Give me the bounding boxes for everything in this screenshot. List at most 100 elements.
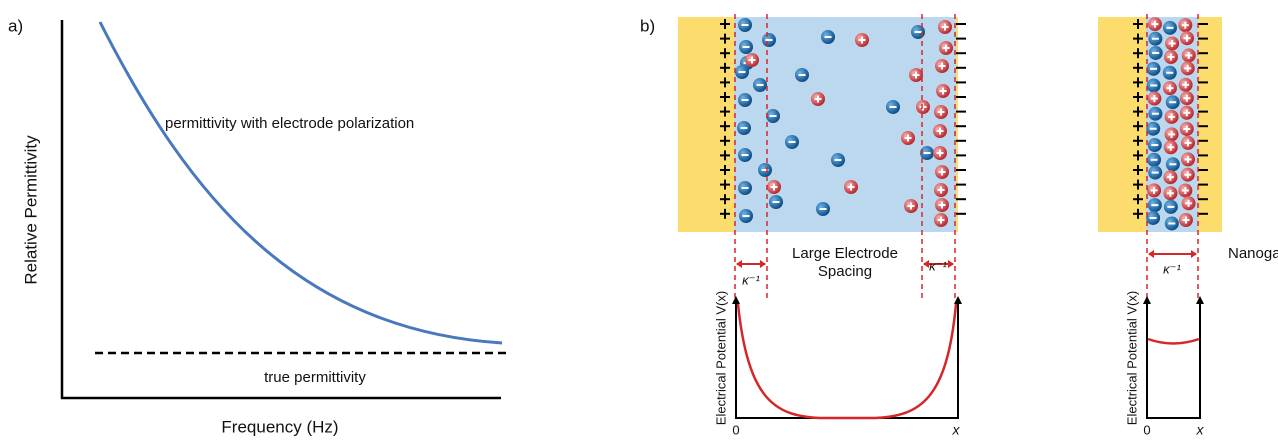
cation [1181,196,1196,211]
cation [1178,212,1193,227]
anion [758,163,772,177]
nanogap-label: Nanogap [1228,245,1278,262]
cation [1147,91,1162,106]
y-axis-label: Relative Permittivity [21,135,40,285]
cation [939,41,953,55]
cation [1181,48,1196,63]
anion [1147,138,1162,153]
cation [1165,36,1180,51]
cation [1163,186,1178,201]
anion [762,33,776,47]
cation [934,105,948,119]
origin-label: 0 [1143,422,1150,437]
panel-label: a) [8,16,23,35]
cation [916,100,930,114]
anion [1165,95,1180,110]
debye-label: κ⁻¹ [742,272,760,287]
cation [1147,17,1162,32]
anion [1147,152,1162,167]
anion [1163,199,1178,214]
anion [739,40,753,54]
cation [1179,121,1194,136]
cation [1178,183,1193,198]
debye-label: κ⁻¹ [929,258,947,273]
cation [1178,18,1193,33]
cation [935,59,949,73]
x-axis-label: Frequency (Hz) [221,417,338,436]
origin-label: 0 [732,422,739,437]
curve-label: permittivity with electrode polarization [165,115,414,132]
panel-label: b) [640,16,655,35]
anion [1146,210,1161,225]
anion [1162,20,1177,35]
anion [1148,106,1163,121]
anion [886,100,900,114]
cation [1147,183,1162,198]
cation [1164,127,1179,142]
anion [737,121,751,135]
permittivity-curve [98,21,503,345]
cation [935,165,949,179]
spacing-label: Spacing [818,263,872,280]
anion [1146,121,1161,136]
x-label: x [952,422,961,437]
cation [933,146,947,160]
cation [811,92,825,106]
anion [766,109,780,123]
debye-label: κ⁻¹ [1163,261,1181,276]
anion [1162,65,1177,80]
anion [1148,45,1163,60]
anion [1147,198,1162,213]
cation [1179,31,1194,46]
anion [785,135,799,149]
anion [738,181,752,195]
anion [821,30,835,44]
anion [795,68,809,82]
cation [1180,167,1195,182]
x-label: x [1196,422,1205,437]
cation [909,68,923,82]
cation [935,198,949,212]
cation [1179,91,1194,106]
cation [1180,135,1195,150]
potential-curve [1147,337,1200,345]
anion [735,65,749,79]
cation [855,33,869,47]
electrolyte [734,17,956,232]
cation [1180,61,1195,76]
electrode-charges [720,19,1208,219]
potential-curve [736,303,958,420]
ions [735,17,1196,231]
anion [1164,216,1179,231]
anion [738,93,752,107]
anion [1146,61,1161,76]
anion [739,209,753,223]
anion [738,148,752,162]
cation [1162,81,1177,96]
anion [1165,157,1180,172]
anion [831,153,845,167]
potential-label: Electrical Potential V(x) [713,291,728,425]
cation [745,53,759,67]
cation [1178,77,1193,92]
cation [901,131,915,145]
cation [933,124,947,138]
baseline-label: true permittivity [264,369,366,386]
anion [769,195,783,209]
potential-label: Electrical Potential V(x) [1124,291,1139,425]
cation [1163,170,1178,185]
anion [1146,78,1161,93]
cation [934,183,948,197]
anion [816,202,830,216]
anion [1148,31,1163,46]
cation [767,180,781,194]
cation [1180,152,1195,167]
anion [738,18,752,32]
anion [753,78,767,92]
cation [938,20,952,34]
cation [1163,50,1178,65]
cation [904,199,918,213]
debye-arrows [736,250,1197,268]
anion [920,146,934,160]
